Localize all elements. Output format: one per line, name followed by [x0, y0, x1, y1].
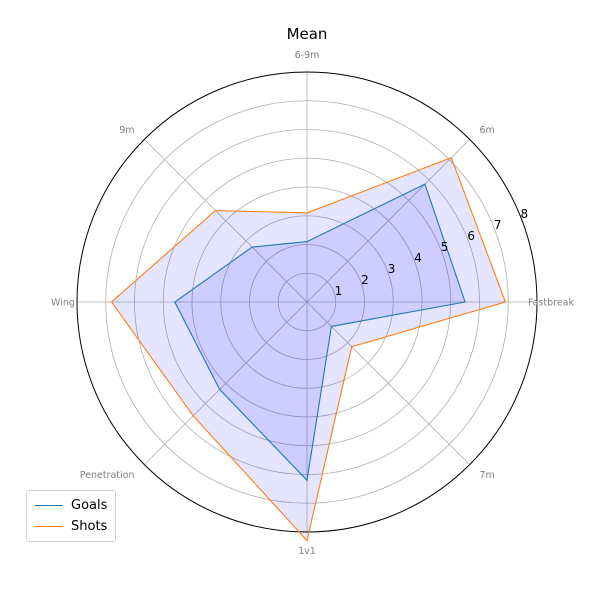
category-label: Wing: [51, 298, 75, 309]
radial-tick-label: 1: [335, 284, 343, 298]
series-lines: [110, 156, 507, 542]
series-fills: [111, 157, 506, 541]
outer-frame: [76, 71, 538, 533]
radial-tick-label: 7: [494, 218, 502, 232]
series-line-goals: [174, 183, 466, 482]
radial-tick-label: 3: [388, 262, 396, 276]
category-label: 1v1: [298, 546, 316, 557]
legend-label-goals: Goals: [71, 497, 108, 513]
radar-grid: [76, 71, 538, 533]
category-label: 6m: [480, 125, 495, 136]
category-label: Penetration: [80, 470, 135, 481]
series-fill-goals: [174, 184, 466, 481]
legend-item-goals: Goals: [35, 495, 107, 515]
grid-spoke: [306, 139, 470, 303]
grid-spoke: [306, 301, 470, 465]
category-label: 7m: [480, 470, 495, 481]
radial-tick-label: 8: [521, 207, 529, 221]
radial-tick-label: 4: [414, 251, 422, 265]
series-fill-shots: [111, 157, 506, 541]
radial-tick-label: 5: [441, 240, 449, 254]
category-label: 6-9m: [295, 50, 320, 61]
radial-tick-label: 2: [361, 273, 369, 287]
legend-label-shots: Shots: [71, 518, 108, 534]
chart-title: Mean: [287, 25, 328, 43]
category-labels: Fastbreak 6m 6-9m 9m Wing Penetration 1v1 7m: [51, 50, 574, 557]
legend-item-shots: Shots: [35, 516, 107, 536]
grid-spoke: [144, 301, 308, 465]
grid-spoke: [144, 139, 308, 303]
legend: Goals Shots: [26, 490, 116, 542]
category-label: Fastbreak: [528, 298, 574, 309]
series-line-shots: [110, 156, 507, 542]
radial-tick-label: 6: [467, 229, 475, 243]
legend-swatch-goals: [35, 504, 63, 506]
radial-tick-labels: 1 2 3 4 5 6 7 8: [335, 207, 529, 298]
legend-swatch-shots: [35, 525, 63, 527]
category-label: 9m: [119, 125, 134, 136]
